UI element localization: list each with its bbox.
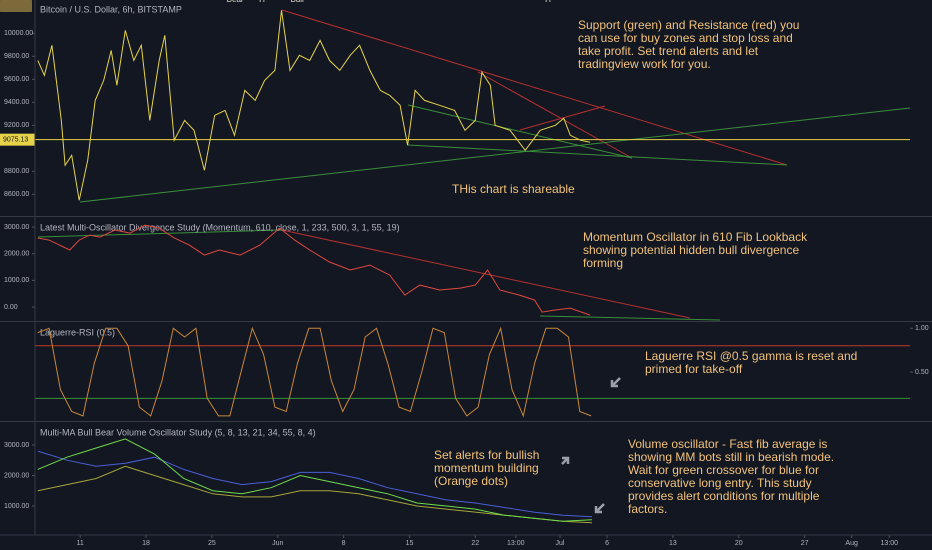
annotation: (Orange dots) bbox=[434, 474, 508, 488]
divergence-tag-box bbox=[0, 0, 32, 12]
y-tick-label: 9400.00 bbox=[4, 99, 29, 106]
support-line bbox=[407, 144, 788, 166]
annotation: conservative long entry. This study bbox=[628, 476, 812, 490]
pane-title: Multi-MA Bull Bear Volume Oscillator Stu… bbox=[40, 427, 316, 437]
last-price-box bbox=[0, 133, 35, 146]
annotation: showing potential hidden bull divergence bbox=[583, 243, 799, 257]
annotation: Support (green) and Resistance (red) you bbox=[578, 18, 799, 32]
y-tick-label: 2000.00 bbox=[4, 472, 29, 479]
annotation: THis chart is shareable bbox=[452, 182, 575, 196]
annotation: can use for buy zones and stop loss and bbox=[578, 31, 793, 45]
annotation: showing MM bots still in bearish mode. bbox=[628, 450, 834, 464]
series-line bbox=[37, 450, 593, 518]
support-line bbox=[539, 315, 721, 321]
annotation: forming bbox=[583, 256, 623, 270]
y-tick-label: 1000.00 bbox=[4, 277, 29, 284]
y-tick-label: 0.00 bbox=[4, 304, 18, 311]
divergence-tag: H Bull bbox=[288, 0, 551, 4]
y-tick-label: 9200.00 bbox=[4, 122, 29, 129]
drawings bbox=[37, 9, 911, 514]
pane-title: Laguerre-RSI (0.5) bbox=[40, 327, 115, 337]
arrow-icon bbox=[594, 503, 605, 514]
y-tick-label: 1.00 bbox=[915, 325, 929, 332]
series-line bbox=[37, 224, 591, 316]
series-line bbox=[37, 10, 591, 201]
x-tick-label: Jul bbox=[556, 540, 565, 547]
y-tick-label: 8800.00 bbox=[4, 168, 29, 175]
x-tick-label: 11 bbox=[77, 540, 84, 547]
arrow-icon bbox=[561, 456, 570, 465]
y-tick-label: 0.50 bbox=[915, 369, 929, 376]
x-tick-label: 13 bbox=[669, 540, 677, 547]
annotation: Momentum Oscillator in 610 Fib Lookback bbox=[583, 230, 808, 244]
support-line bbox=[79, 107, 911, 203]
x-tick-label: 22 bbox=[471, 540, 479, 547]
series-line bbox=[37, 438, 593, 522]
x-tick-label: Jun bbox=[272, 540, 283, 547]
last-price-label: 9075.13 bbox=[3, 137, 28, 144]
y-tick-label: 3000.00 bbox=[4, 442, 29, 449]
annotation: factors. bbox=[628, 502, 667, 516]
resistance-line bbox=[281, 9, 788, 166]
x-tick-label: 20 bbox=[735, 540, 743, 547]
y-tick-label: 3000.00 bbox=[4, 224, 29, 231]
x-tick-label: 13:00 bbox=[507, 540, 525, 547]
resistance-line bbox=[281, 229, 691, 319]
x-tick-label: 15 bbox=[406, 540, 414, 547]
annotation: momentum building bbox=[434, 461, 539, 475]
x-tick-label: Aug bbox=[845, 540, 858, 547]
y-tick-label: 8600.00 bbox=[4, 191, 29, 198]
pane-title: Latest Multi-Oscillator Divergence Study… bbox=[40, 222, 400, 232]
pane-title: Bitcoin / U.S. Dollar, 6h, BITSTAMP bbox=[40, 4, 182, 14]
x-tick-label: 6 bbox=[605, 540, 609, 547]
annotation: Set alerts for bullish bbox=[434, 448, 539, 462]
y-tick-label: 10000.00 bbox=[4, 30, 33, 37]
annotation: take profit. Set trend alerts and let bbox=[578, 44, 759, 58]
x-tick-label: 8 bbox=[342, 540, 346, 547]
annotation: Wait for green crossover for blue for bbox=[628, 463, 819, 477]
y-tick-label: 1000.00 bbox=[4, 503, 29, 510]
support-line bbox=[407, 104, 633, 159]
support-line bbox=[37, 229, 283, 238]
arrow-icon bbox=[610, 377, 621, 388]
annotation: Volume oscillator - Fast fib average is bbox=[628, 437, 827, 451]
y-tick-label: 9800.00 bbox=[4, 53, 29, 60]
x-tick-label: 27 bbox=[801, 540, 809, 547]
resistance-line bbox=[519, 105, 606, 131]
x-tick-label: 25 bbox=[208, 540, 216, 547]
resistance-line bbox=[477, 71, 633, 159]
annotation: tradingview work for you. bbox=[578, 57, 711, 71]
annotation: primed for take-off bbox=[645, 362, 743, 376]
x-tick-label: 18 bbox=[142, 540, 150, 547]
x-tick-label: 13:00 bbox=[881, 540, 899, 547]
annotation: Laguerre RSI @0.5 gamma is reset and bbox=[645, 349, 857, 363]
y-tick-label: 9600.00 bbox=[4, 76, 29, 83]
annotation: provides alert conditions for multiple bbox=[628, 489, 820, 503]
series-line bbox=[37, 326, 592, 418]
y-tick-label: 2000.00 bbox=[4, 251, 29, 258]
divergence-tag: H Bear bbox=[224, 0, 265, 4]
